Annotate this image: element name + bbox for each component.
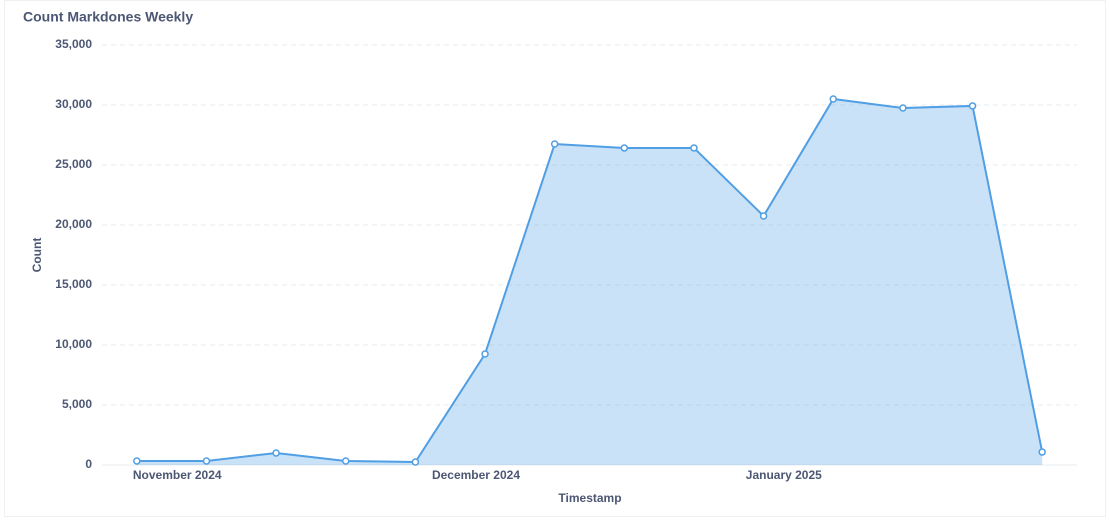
- point: [759, 212, 768, 220]
- x-tick-label: December 2024: [432, 468, 520, 482]
- point: [1038, 448, 1046, 456]
- point: [133, 457, 141, 465]
- y-tick-label: 25,000: [55, 157, 92, 171]
- point: [550, 140, 559, 148]
- y-tick-label: 15,000: [55, 277, 92, 291]
- point: [829, 95, 837, 103]
- point: [202, 457, 211, 465]
- y-tick-label: 35,000: [55, 37, 92, 51]
- y-tick-label: 5,000: [62, 397, 92, 411]
- point: [968, 102, 977, 110]
- y-tick-label: 0: [85, 457, 92, 471]
- point: [620, 144, 629, 152]
- y-tick-label: 30,000: [55, 97, 92, 111]
- line: [136, 97, 1044, 464]
- area: [136, 99, 1043, 465]
- y-tick-label: 10,000: [55, 337, 92, 351]
- point: [899, 104, 907, 112]
- point: [481, 350, 489, 358]
- point: [411, 458, 420, 466]
- y-axis-label: Count: [30, 238, 44, 273]
- x-tick-label: January 2025: [746, 468, 822, 482]
- point: [690, 144, 698, 152]
- chart-title: Count Markdones Weekly: [23, 9, 193, 25]
- y-tick-label: 20,000: [55, 217, 92, 231]
- x-tick-label: November 2024: [133, 468, 222, 482]
- point: [342, 457, 350, 465]
- x-axis-label: Timestamp: [558, 491, 621, 505]
- point: [272, 449, 280, 457]
